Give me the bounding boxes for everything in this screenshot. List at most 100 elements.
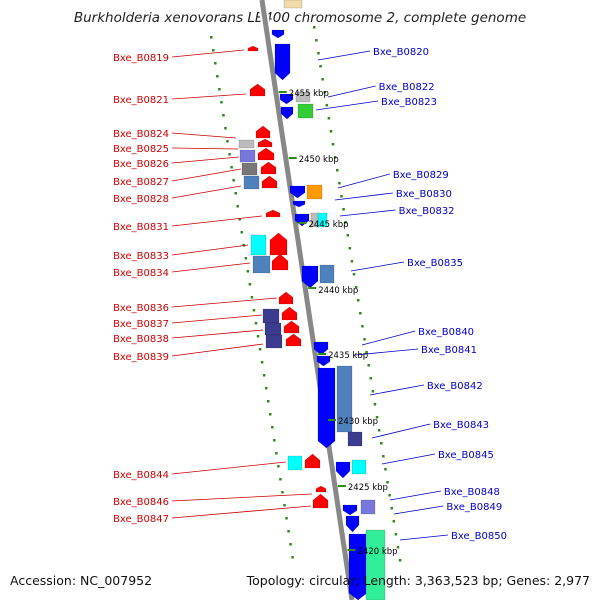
gene-label-left: Bxe_B0846 [113, 497, 169, 508]
gene-features [238, 0, 386, 600]
leader-line [361, 330, 416, 346]
gene-feature [271, 29, 285, 39]
gene-label-left: Bxe_B0847 [113, 514, 169, 525]
ruler-dot [342, 208, 345, 211]
leader-line [371, 423, 431, 439]
gene-label-right: Bxe_B0848 [444, 487, 500, 498]
gene-label-left: Bxe_B0819 [113, 53, 169, 64]
gene-label-left: Bxe_B0826 [113, 159, 169, 170]
ruler-dot [291, 556, 294, 559]
genome-stats-text: Topology: circular; Length: 3,363,523 bp… [246, 573, 590, 588]
ruler-dot [228, 153, 231, 156]
leader-line [171, 244, 249, 256]
gene-feature [301, 265, 319, 289]
ruler-dot [238, 218, 241, 221]
gene-feature [312, 493, 329, 509]
ruler-dot [254, 322, 258, 325]
ruler-dot [321, 78, 324, 81]
gene-label-right: Bxe_B0820 [373, 47, 429, 58]
ruler-dot [396, 546, 400, 549]
gene-feature [265, 209, 281, 218]
gene-feature [317, 212, 328, 228]
leader-line [171, 329, 264, 339]
ruler-dot [329, 130, 333, 133]
ruler-dot [277, 465, 280, 468]
leader-line [334, 192, 393, 201]
gene-feature [257, 138, 273, 148]
ruler-dot [363, 338, 366, 341]
kbp-tick-label: 2430 kbp [338, 417, 378, 427]
gene-label-right: Bxe_B0845 [438, 450, 494, 461]
gene-label-left: Bxe_B0844 [113, 470, 169, 481]
ruler-dot [232, 179, 235, 182]
leader-line [171, 49, 245, 58]
gene-feature [269, 232, 288, 256]
ruler-dot [285, 517, 288, 520]
chromosome-backbone [257, 0, 357, 600]
ruler-dot [234, 192, 237, 195]
ruler-dot [250, 296, 254, 299]
leader-line [327, 85, 376, 98]
gene-feature [313, 341, 329, 356]
gene-feature [243, 175, 260, 190]
leader-line [171, 93, 247, 100]
leader-line [171, 132, 237, 139]
gene-label-right: Bxe_B0830 [396, 189, 452, 200]
ruler-dot [377, 429, 381, 432]
gene-feature [360, 499, 376, 515]
ruler-dot [246, 270, 250, 273]
gene-feature [238, 139, 255, 149]
gene-feature-top [283, 0, 303, 9]
gene-feature [247, 45, 259, 52]
ruler-dot [388, 494, 391, 497]
kbp-tick-label: 2445 kbp [308, 220, 348, 230]
gene-labels: Bxe_B0819 Bxe_B0821 Bxe_B0824 Bxe_B0825 Bxe_… [113, 47, 507, 542]
ruler-dot [289, 543, 292, 546]
gene-feature [317, 367, 336, 449]
gene-label-left: Bxe_B0836 [113, 303, 169, 314]
ruler-dot [260, 361, 264, 364]
ruler-dot [230, 166, 233, 169]
gene-label-left: Bxe_B0828 [113, 194, 169, 205]
ruler-dot [236, 205, 239, 208]
gene-feature [315, 485, 327, 493]
leader-line [171, 343, 264, 357]
ruler-dot [384, 468, 387, 471]
ruler-dot [287, 530, 290, 533]
ruler-dot [348, 247, 352, 250]
backbone-line [259, 0, 355, 600]
ruler-dot [268, 413, 272, 416]
ruler-dot [356, 299, 360, 302]
gene-feature [342, 504, 358, 516]
gene-feature [281, 306, 298, 321]
ruler-dot [317, 52, 320, 55]
ruler-dot [369, 377, 373, 380]
left-outer-ruler [210, 36, 294, 559]
gene-feature [295, 91, 311, 103]
ruler-dot [394, 533, 398, 536]
ruler-dot [273, 439, 276, 442]
gene-feature [297, 103, 314, 119]
gene-feature [265, 334, 283, 349]
gene-feature [319, 264, 335, 284]
kbp-tick-label: 2440 kbp [318, 286, 358, 296]
gene-feature [304, 453, 321, 469]
gene-label-right: Bxe_B0822 [379, 82, 435, 93]
leader-line [171, 147, 239, 150]
ruler-dot [315, 39, 318, 42]
ruler-dot [340, 195, 343, 198]
ruler-dot [390, 507, 393, 510]
ruler-dot [252, 309, 256, 312]
gene-label-right: Bxe_B0850 [451, 531, 507, 542]
leader-line [171, 168, 242, 182]
leader-line [171, 493, 313, 502]
gene-feature [271, 253, 289, 271]
gene-feature [257, 147, 275, 161]
gene-label-left: Bxe_B0837 [113, 319, 169, 330]
kbp-ticks: 2455 kbp 2450 kbp 2445 kbp 2440 kbp 2435 kbp… [278, 89, 398, 557]
leader-line [171, 262, 251, 273]
leader-line [171, 215, 263, 227]
gene-label-right: Bxe_B0843 [433, 420, 489, 431]
ruler-dot [264, 387, 268, 390]
